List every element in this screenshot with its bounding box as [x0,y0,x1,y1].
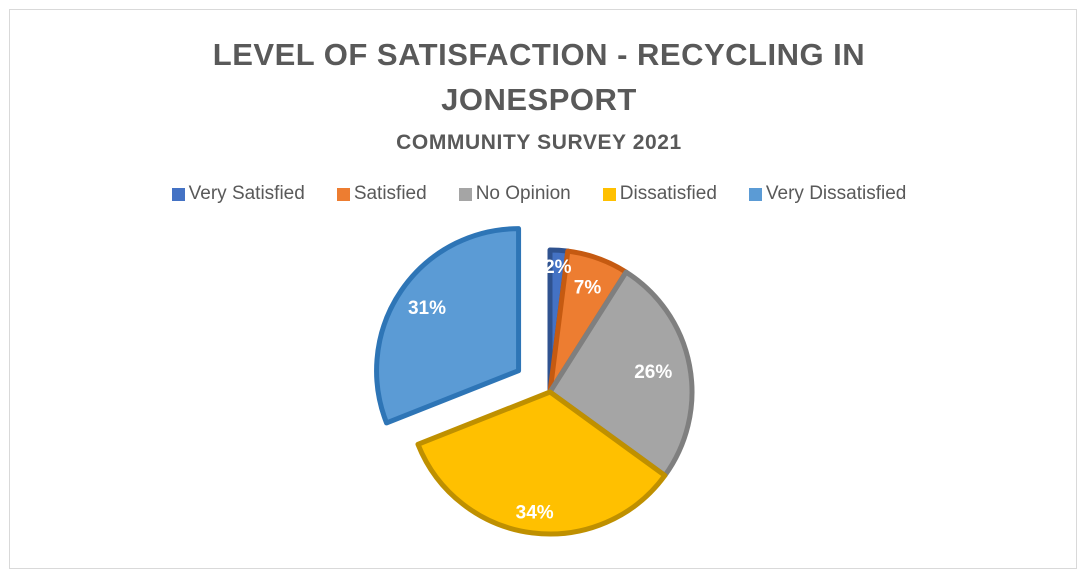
data-label-satisfied: 7% [574,277,602,298]
legend-swatch-satisfied [336,187,350,201]
legend-label-no-opinion: No Opinion [475,183,571,204]
data-label-no-opinion: 26% [634,362,672,383]
legend-swatch-dissatisfied [602,187,616,201]
pie-slice-very-dissatisfied [374,226,522,426]
chart-legend: Very Satisfied Satisfied No Opinion Diss… [0,183,1078,205]
legend-item-no-opinion: No Opinion [458,183,571,205]
legend-label-satisfied: Satisfied [353,183,427,204]
data-label-very-dissatisfied: 31% [408,298,446,319]
legend-swatch-very-dissatisfied [748,187,762,201]
legend-swatch-no-opinion [458,187,472,201]
legend-item-dissatisfied: Dissatisfied [602,183,717,205]
chart-subtitle: COMMUNITY SURVEY 2021 [396,131,682,154]
chart-title-line-2: JONESPORT [441,82,637,117]
legend-label-very-satisfied: Very Satisfied [188,183,305,204]
pie-chart: 2%7% 26% 34% 31% [374,226,695,537]
pie-slice-no-opinion [547,269,695,478]
pie-slices [374,226,695,537]
pie-slice-dissatisfied [415,389,668,537]
legend-item-satisfied: Satisfied [336,183,427,205]
legend-swatch-very-satisfied [171,187,185,201]
legend-item-very-dissatisfied: Very Dissatisfied [748,183,907,205]
data-label-very-satisfied: 2% [544,257,572,278]
chart-title-line-1: LEVEL OF SATISFACTION - RECYCLING IN [212,37,866,72]
legend-label-dissatisfied: Dissatisfied [619,183,717,204]
legend-label-very-dissatisfied: Very Dissatisfied [765,183,907,204]
pie-data-labels: 2%7% 26% 34% 31% [408,257,672,524]
legend-item-very-satisfied: Very Satisfied [171,183,305,205]
data-label-dissatisfied: 34% [516,503,554,524]
